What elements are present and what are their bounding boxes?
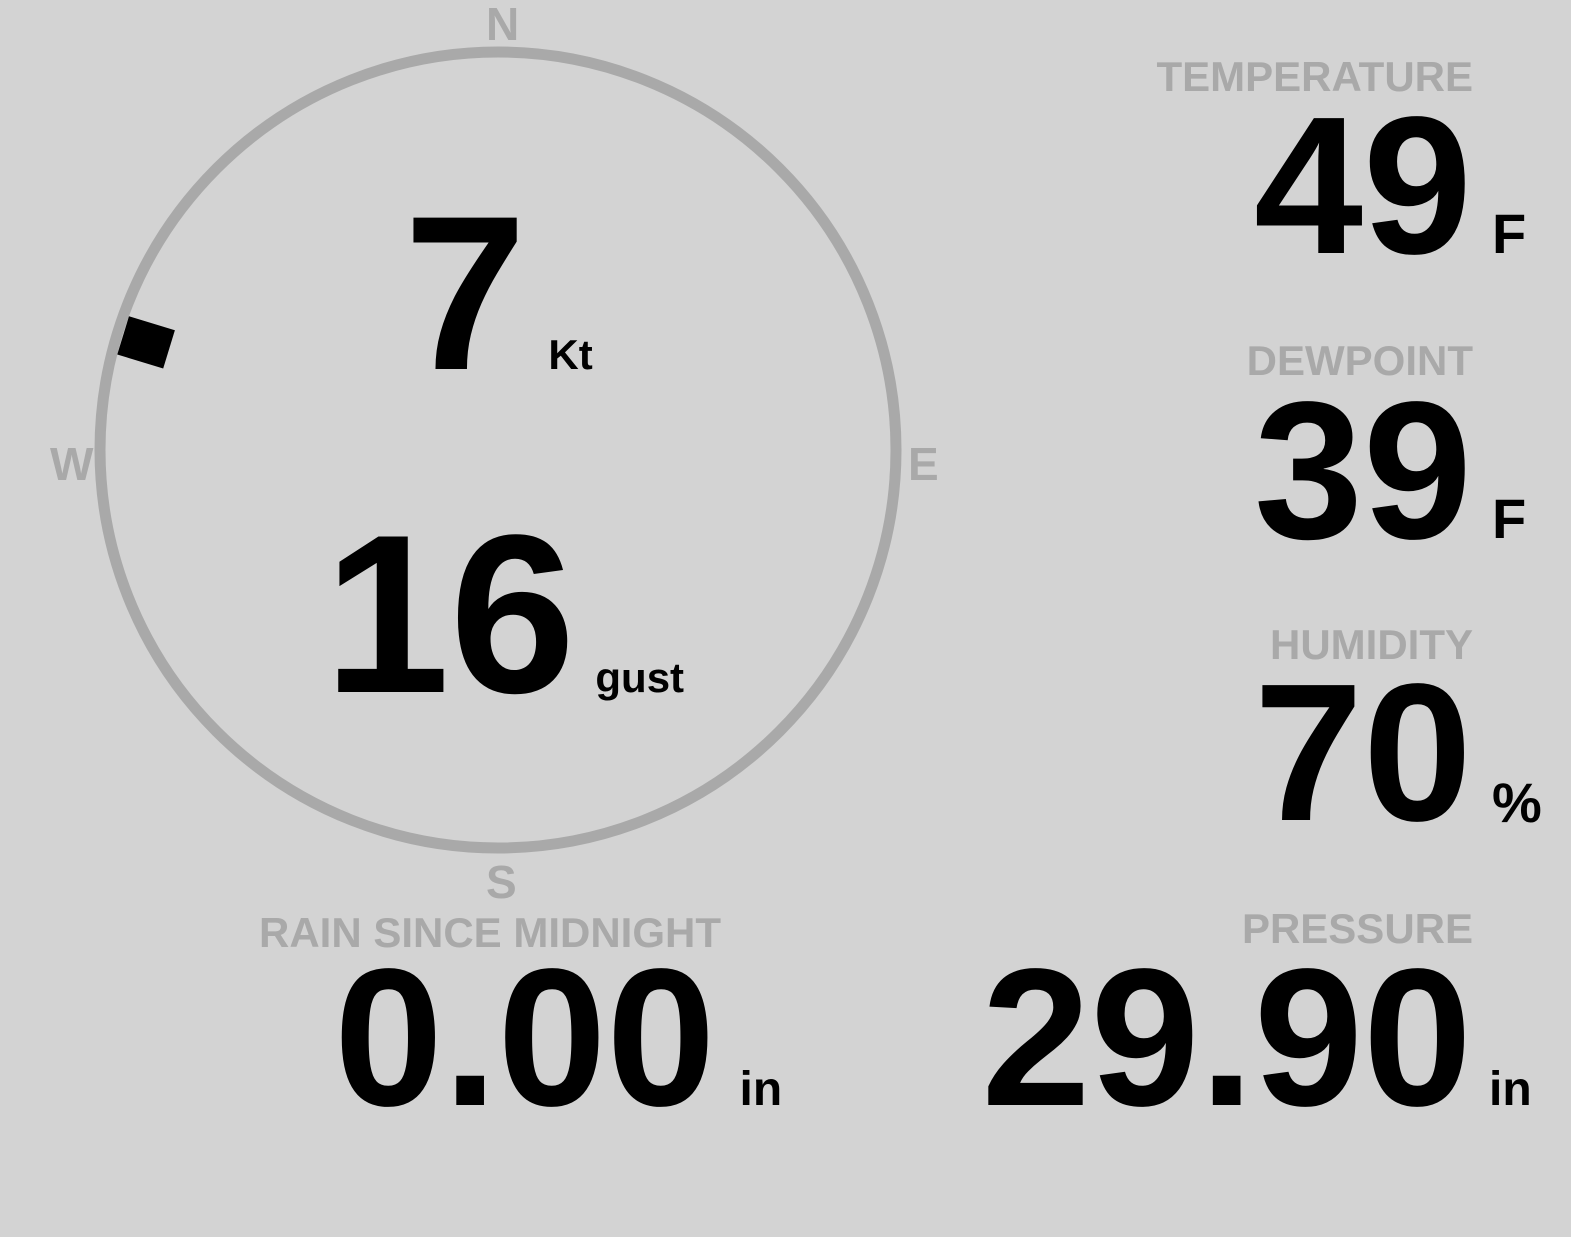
humidity-value: 70 bbox=[1253, 643, 1472, 862]
temperature-label: TEMPERATURE bbox=[1156, 53, 1473, 100]
rain-unit: in bbox=[739, 1063, 783, 1116]
wind-direction-marker bbox=[117, 316, 175, 369]
rain-label: RAIN SINCE MIDNIGHT bbox=[259, 909, 721, 956]
temperature-unit: F bbox=[1492, 202, 1527, 265]
compass-ring bbox=[94, 46, 902, 854]
dewpoint-label: DEWPOINT bbox=[1246, 337, 1473, 384]
wind-gust-unit: gust bbox=[595, 654, 685, 701]
wind-speed-unit: Kt bbox=[548, 331, 593, 378]
wind-speed-value: 7 bbox=[404, 170, 527, 416]
pressure-label: PRESSURE bbox=[1241, 905, 1473, 952]
dewpoint-unit: F bbox=[1492, 487, 1527, 550]
temperature-value: 49 bbox=[1253, 76, 1472, 295]
humidity-unit: % bbox=[1492, 771, 1542, 834]
rain-value: 0.00 bbox=[334, 928, 716, 1147]
compass-north: N bbox=[486, 0, 520, 50]
compass-east: E bbox=[908, 438, 939, 490]
humidity-label: HUMIDITY bbox=[1270, 621, 1473, 668]
wind-gust-value: 16 bbox=[324, 487, 576, 740]
wind-gust-group: 16 gust bbox=[324, 487, 685, 740]
compass-south: S bbox=[486, 856, 517, 908]
wind-speed-group: 7 Kt bbox=[404, 170, 593, 416]
compass-west: W bbox=[50, 438, 94, 490]
pressure-unit: in bbox=[1489, 1063, 1532, 1116]
dewpoint-value: 39 bbox=[1253, 361, 1472, 580]
rain-group: 0.00 in bbox=[334, 928, 783, 1147]
pressure-value: 29.90 bbox=[981, 928, 1472, 1147]
